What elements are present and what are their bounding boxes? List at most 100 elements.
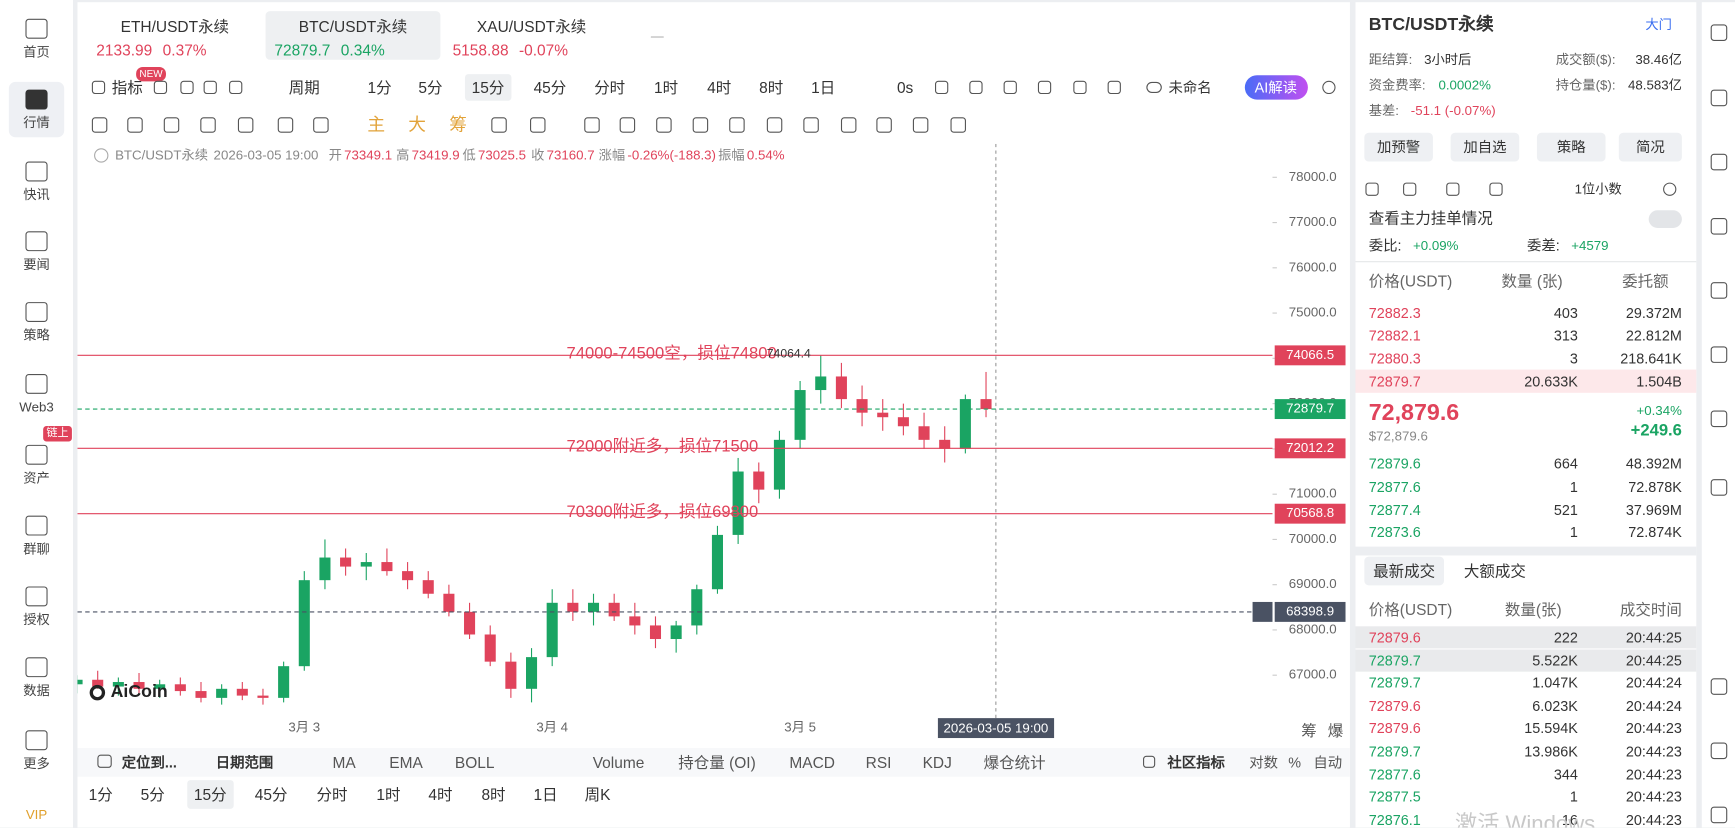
draw-icon[interactable]	[200, 117, 216, 133]
book-icon[interactable]	[1365, 182, 1379, 196]
sidebar-icon[interactable]	[25, 657, 48, 678]
interval[interactable]: 45分	[533, 78, 567, 97]
tab-symbol[interactable]: ETH/USDT永续	[120, 17, 230, 36]
cloud-icon[interactable]	[1146, 81, 1162, 93]
tab-symbol[interactable]: BTC/USDT永续	[298, 17, 408, 36]
panel-button[interactable]: 加预警	[1377, 138, 1421, 156]
chart-corner[interactable]: 爆	[1327, 721, 1344, 740]
book-icon[interactable]	[1489, 182, 1503, 196]
panel-button[interactable]: 简况	[1635, 138, 1665, 156]
collapse-icon[interactable]	[94, 148, 109, 163]
layout-name[interactable]: 未命名	[1168, 79, 1212, 96]
draw-label[interactable]: 筹	[449, 116, 467, 135]
indicator[interactable]: BOLL	[454, 753, 495, 772]
tool-icon[interactable]	[1037, 80, 1052, 95]
tool-icon[interactable]	[180, 80, 194, 95]
sidebar-icon[interactable]	[25, 302, 48, 322]
book-icon[interactable]	[1403, 182, 1417, 196]
ai-button-label[interactable]: AI解读	[1254, 79, 1297, 96]
interval[interactable]: 分时	[594, 78, 626, 97]
depth-link[interactable]: 查看主力挂单情况	[1368, 209, 1493, 227]
strip-icon[interactable]	[1710, 24, 1728, 41]
strip-icon[interactable]	[1710, 806, 1728, 824]
sidebar-item[interactable]: 策略	[23, 327, 50, 344]
precision[interactable]: 1位小数	[1574, 181, 1622, 197]
draw-label[interactable]: 大	[408, 116, 427, 135]
sidebar-icon[interactable]	[25, 18, 48, 39]
draw-icon[interactable]	[584, 117, 600, 133]
draw-icon[interactable]	[237, 117, 254, 133]
book-icon[interactable]	[1446, 182, 1460, 196]
ai-button[interactable]	[1244, 75, 1308, 100]
sidebar-item[interactable]: Web3	[19, 399, 54, 415]
interval[interactable]: 8时	[759, 78, 784, 97]
sidebar-icon[interactable]	[25, 444, 48, 465]
sidebar-item[interactable]: 行情	[23, 115, 50, 131]
draw-icon[interactable]	[840, 117, 857, 133]
interval[interactable]: 4时	[707, 78, 732, 97]
interval[interactable]: 45分	[254, 785, 288, 804]
draw-icon[interactable]	[803, 117, 819, 133]
interval[interactable]: 1日	[533, 785, 558, 804]
sidebar-icon[interactable]	[25, 374, 48, 394]
sidebar-item[interactable]: 群聊	[23, 541, 50, 557]
sidebar-item[interactable]: 要闻	[23, 256, 50, 273]
interval[interactable]: 1时	[654, 78, 679, 97]
strip-icon[interactable]	[1710, 282, 1728, 299]
period-button[interactable]: 周期	[288, 78, 320, 97]
trade-tab[interactable]: 大额成交	[1463, 562, 1526, 580]
sidebar-item[interactable]: VIP	[25, 806, 48, 823]
indicator-icon[interactable]	[91, 80, 106, 95]
sidebar-item[interactable]: 资产	[23, 470, 50, 486]
draw-icon[interactable]	[127, 117, 143, 133]
draw-icon[interactable]	[729, 117, 745, 133]
locate-button[interactable]: 定位到...	[121, 754, 177, 771]
tool-icon[interactable]	[229, 80, 243, 95]
chart-corner[interactable]: 筹	[1301, 721, 1317, 740]
tool-icon[interactable]	[203, 80, 217, 95]
strip-icon[interactable]	[1710, 346, 1728, 363]
interval[interactable]: 周K	[584, 785, 611, 804]
interval[interactable]: 1分	[88, 785, 113, 804]
sidebar-item[interactable]: 更多	[23, 755, 50, 772]
add-tab[interactable]	[650, 36, 664, 38]
locate-icon[interactable]	[97, 754, 112, 768]
draw-label[interactable]: 主	[367, 116, 386, 135]
chart-option[interactable]: 自动	[1313, 754, 1343, 771]
strip-icon[interactable]	[1710, 89, 1728, 107]
strip-icon[interactable]	[1710, 742, 1728, 760]
interval[interactable]: 1时	[376, 785, 401, 804]
interval[interactable]: 1日	[811, 78, 836, 97]
interval[interactable]: 分时	[316, 785, 348, 804]
sidebar-item[interactable]: 首页	[23, 44, 50, 60]
draw-icon[interactable]	[491, 117, 507, 133]
indicator[interactable]: Volume	[592, 753, 645, 772]
chart-option[interactable]: %	[1288, 754, 1302, 771]
interval[interactable]: 4时	[428, 785, 453, 804]
strip-icon[interactable]	[1710, 410, 1728, 428]
tool-icon[interactable]	[1073, 80, 1087, 95]
sidebar-icon[interactable]	[25, 586, 48, 607]
draw-icon[interactable]	[277, 117, 294, 133]
toggle[interactable]	[1648, 210, 1682, 228]
sidebar-item[interactable]: 数据	[23, 682, 50, 699]
button-bg[interactable]	[1364, 132, 1433, 162]
tool-icon[interactable]	[153, 80, 168, 95]
panel-button[interactable]: 加自选	[1463, 138, 1507, 156]
draw-icon[interactable]	[912, 117, 929, 133]
chart-option[interactable]: 对数	[1249, 754, 1279, 771]
draw-icon[interactable]	[619, 117, 636, 133]
community-indicator[interactable]: 社区指标	[1167, 754, 1225, 771]
draw-icon[interactable]	[692, 117, 709, 133]
draw-icon[interactable]	[91, 117, 108, 133]
button-bg[interactable]	[1618, 132, 1682, 162]
draw-icon[interactable]	[530, 117, 546, 133]
indicator[interactable]: RSI	[865, 753, 892, 772]
strip-icon[interactable]	[1710, 479, 1728, 496]
sidebar-item[interactable]: 快讯	[23, 187, 50, 203]
draw-icon[interactable]	[950, 117, 966, 133]
interval[interactable]: 8时	[481, 785, 506, 804]
draw-icon[interactable]	[313, 117, 329, 133]
link[interactable]: 大门	[1645, 16, 1672, 33]
sidebar-icon[interactable]	[25, 89, 48, 110]
